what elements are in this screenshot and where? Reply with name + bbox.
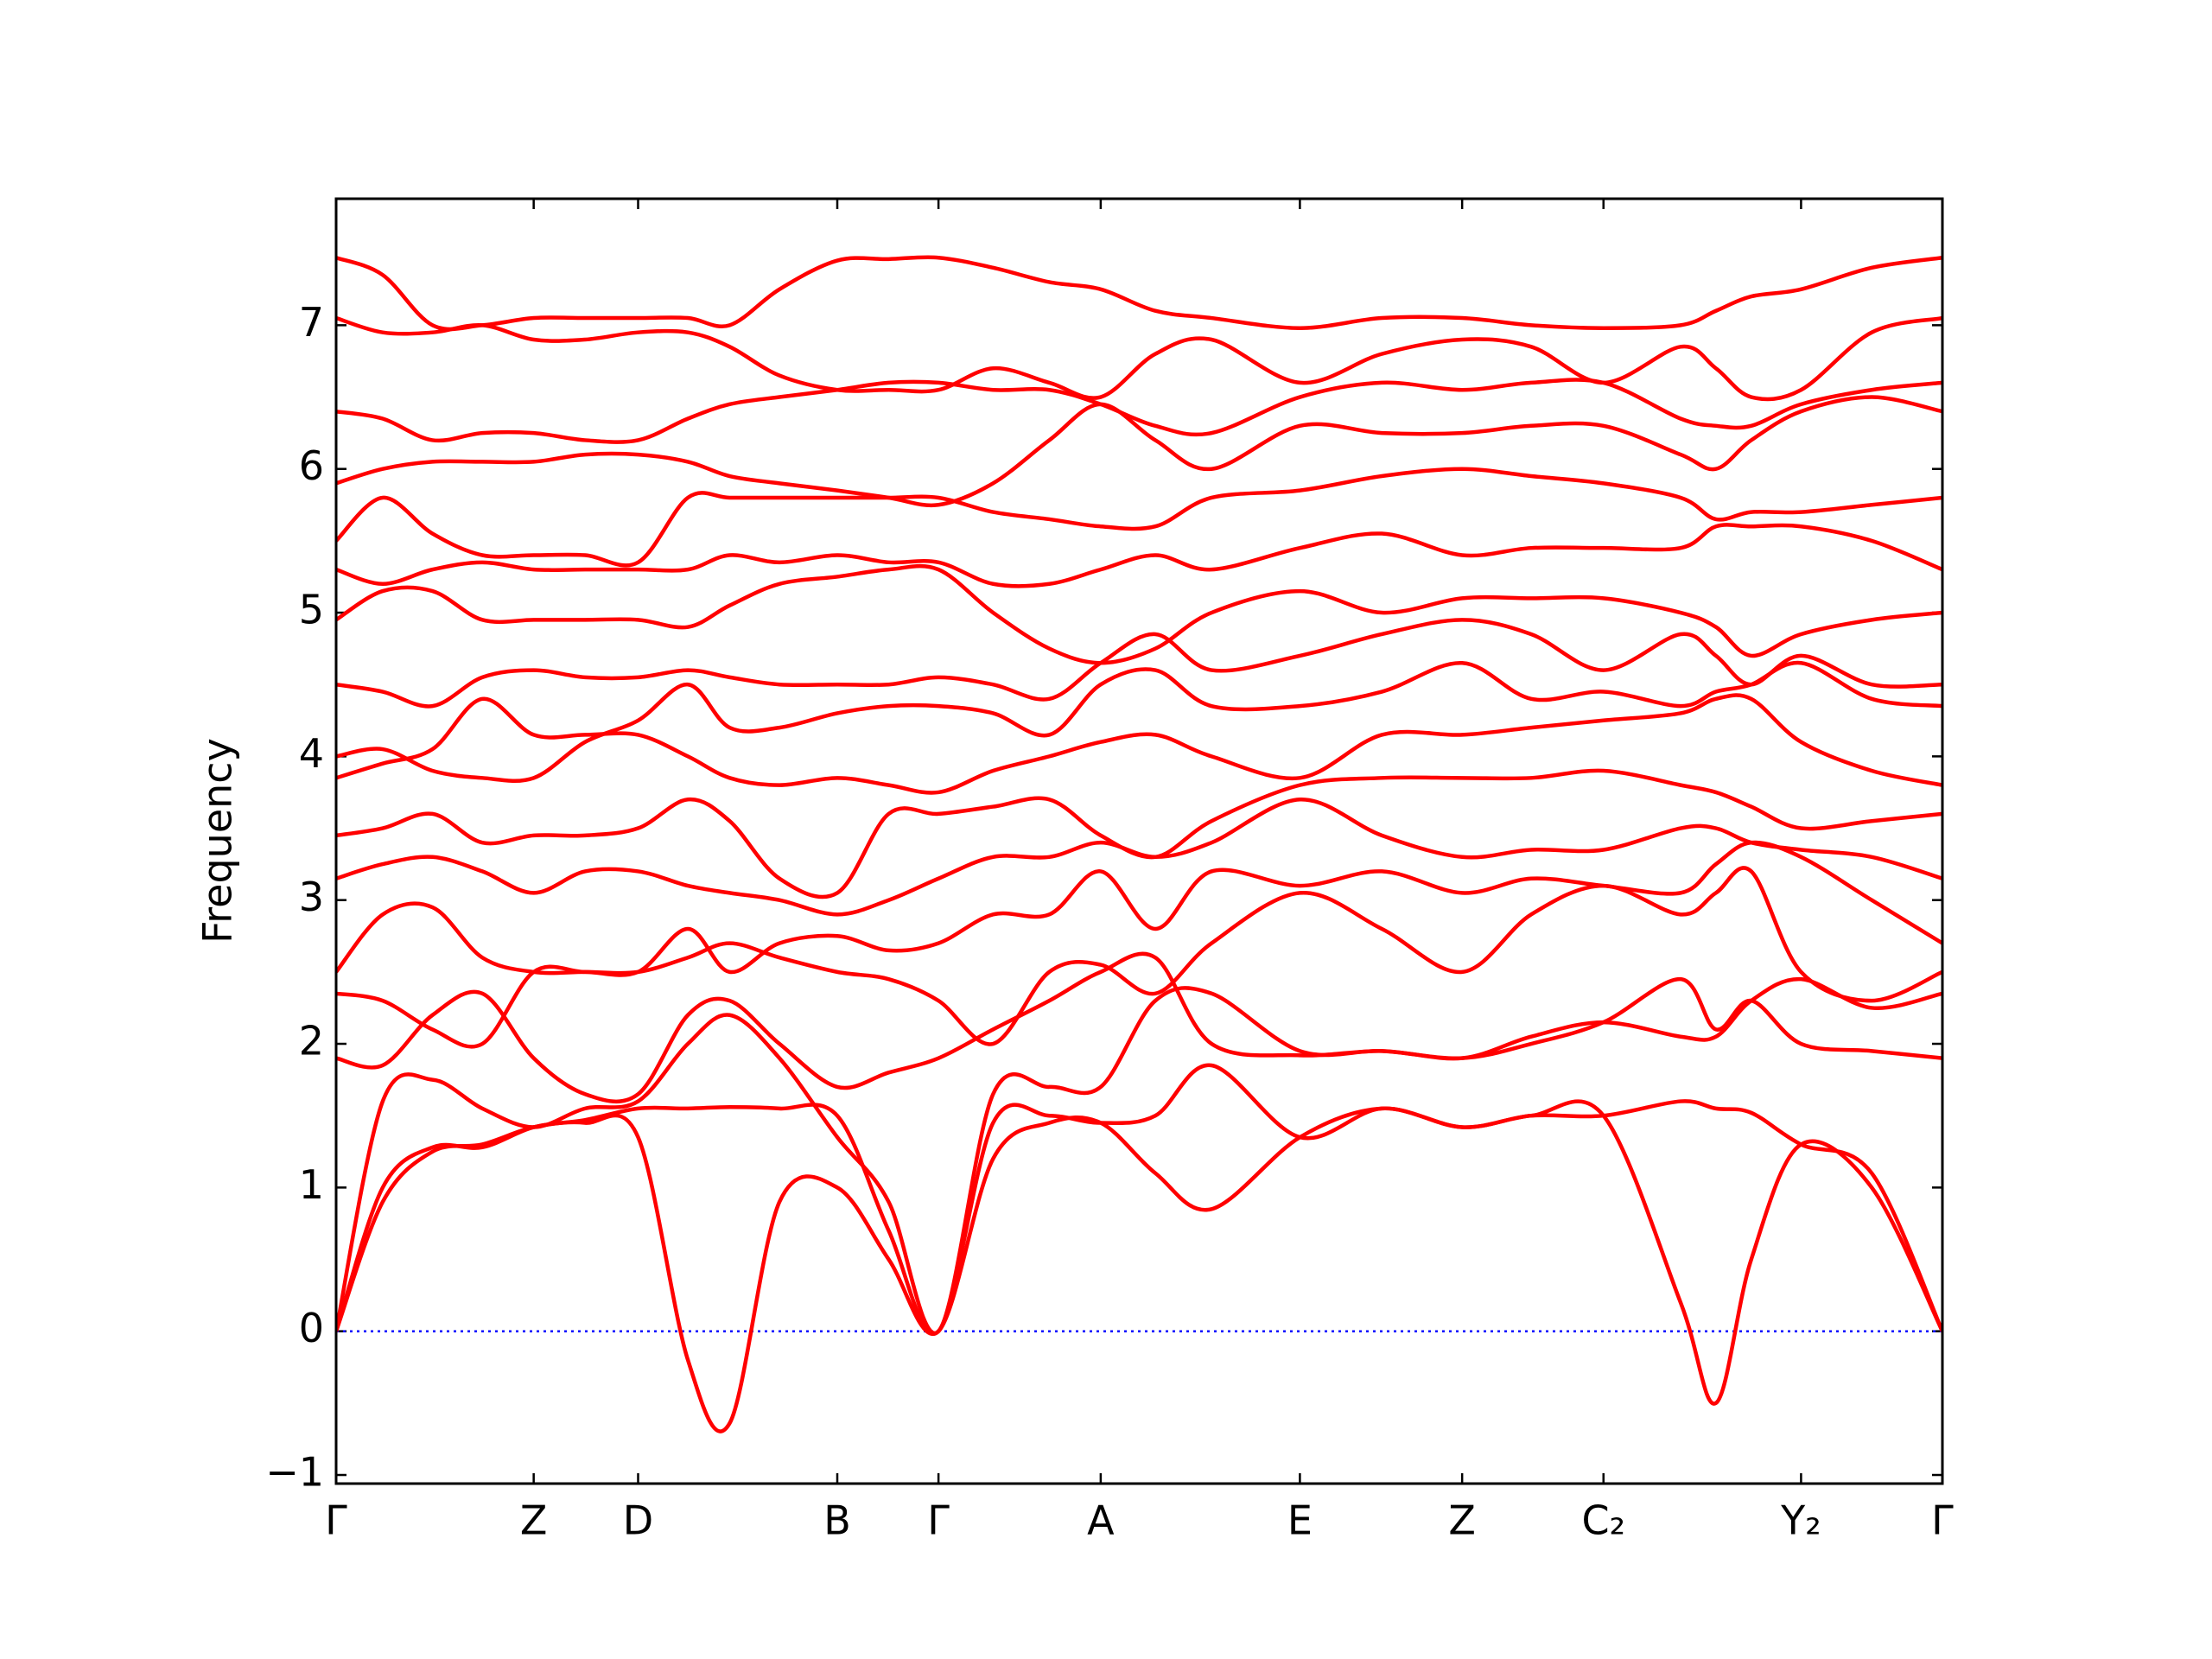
x-tick-label: Y₂ [1780,1497,1821,1544]
band-line [336,523,1942,588]
band-line [336,693,1942,795]
y-tick-label: 3 [299,874,324,920]
band-line [336,660,1942,783]
band-line [336,840,1942,977]
band-line [336,1099,1942,1433]
plot-frame [334,197,1944,1485]
y-tick-label: 7 [299,299,324,346]
y-tick-label: 4 [299,730,324,777]
x-tick-label: E [1287,1497,1313,1544]
y-tick-label: 1 [299,1161,324,1208]
band-line [336,798,1942,917]
band-line [336,395,1942,508]
band-line [336,618,1942,709]
band-line [336,951,1942,1104]
band-line [336,1063,1942,1336]
y-tick-label: −1 [265,1449,324,1496]
x-tick-label: C₂ [1581,1497,1625,1544]
x-tick-label: A [1087,1497,1115,1544]
x-tick-label: B [823,1497,851,1544]
band-line [336,768,1942,899]
band-line [336,467,1942,568]
x-tick-label: Γ [1931,1497,1954,1544]
band-line [336,378,1942,444]
x-tick-label: Z [1448,1497,1476,1544]
x-tick-label: Z [520,1497,548,1544]
band-line [336,976,1942,1336]
y-tick-label: 0 [299,1305,324,1351]
band-line [336,315,1942,402]
band-line [336,563,1942,665]
band-line [336,255,1942,332]
bands [336,255,1942,1433]
y-tick-label: 5 [299,587,324,633]
x-tick-label: D [623,1497,653,1544]
y-tick-label: 6 [299,442,324,489]
y-axis-label: Frequency [194,738,241,944]
y-tick-label: 2 [299,1018,324,1065]
x-tick-label: Γ [325,1497,347,1544]
x-tick-label: Γ [927,1497,950,1544]
